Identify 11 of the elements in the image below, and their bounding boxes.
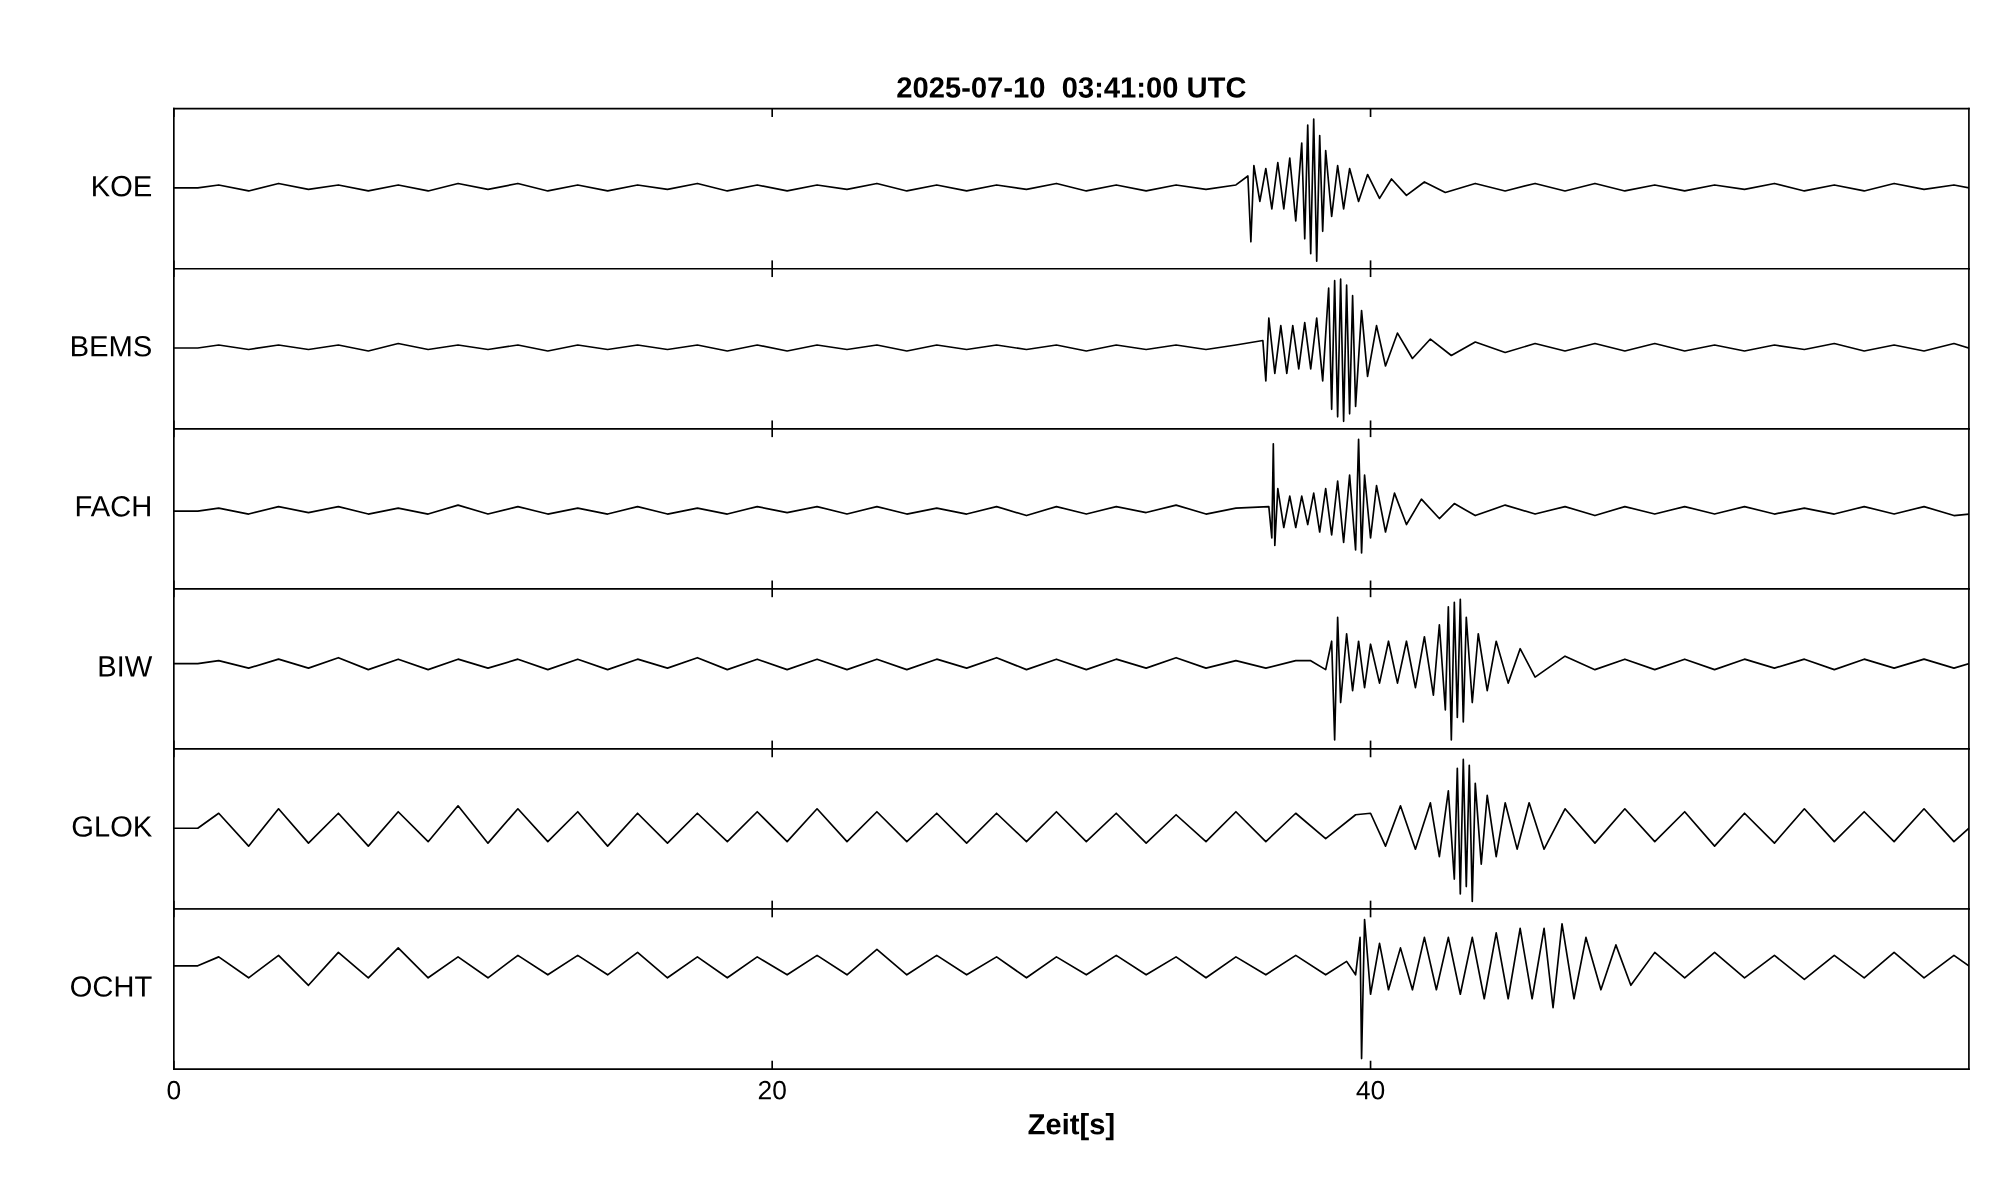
x-tick-label: 0 [167,1080,181,1100]
y-axis-title: BEMS [72,335,151,357]
y-axis-title: BIW [99,656,153,677]
x-tick-label: 20 [758,1080,786,1100]
y-axis-title: OCHT [71,976,152,997]
y-axis-title: GLOK [72,816,152,837]
x-axis-title: Zeit[s] [1028,1113,1114,1141]
y-axis-title: FACH [76,496,150,517]
chart-title: 2025-07-10 03:41:00 UTC [897,77,1246,98]
x-tick-label: 40 [1356,1080,1385,1100]
y-axis-title: KOE [93,175,152,197]
